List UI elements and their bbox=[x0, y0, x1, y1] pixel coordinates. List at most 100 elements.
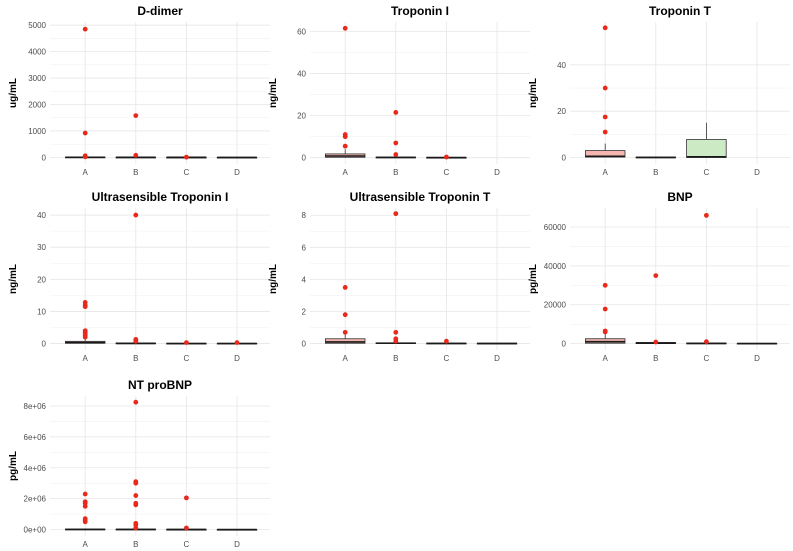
y-tick-label: 30 bbox=[37, 243, 46, 252]
outlier-point bbox=[133, 493, 139, 498]
x-tick-label: C bbox=[184, 354, 190, 363]
panel: 0e+00 2e+06 4e+06 6e+06 8e+06 A B C D NT proBNP pg… bbox=[8, 378, 270, 549]
y-tick-label: 4000 bbox=[28, 48, 46, 57]
panel: 0 2 4 6 8 A B C D Ultrasensible Troponin T ng/mL bbox=[268, 190, 530, 363]
outlier-point bbox=[602, 85, 608, 91]
outlier-point bbox=[133, 399, 139, 405]
outlier-point bbox=[704, 339, 709, 345]
panel-title: Troponin T bbox=[649, 4, 712, 18]
panel: 0 20 40 A B C D Troponin T ng/mL bbox=[528, 4, 790, 177]
panel: 0 1000 2000 3000 4000 5000 A B C D D-dimer ug/mL bbox=[8, 4, 270, 177]
y-tick-label: 8 bbox=[302, 211, 307, 220]
y-axis-label: pg/mL bbox=[8, 451, 19, 481]
outlier-point bbox=[82, 26, 88, 32]
outlier-point bbox=[602, 129, 608, 135]
outlier-point bbox=[133, 152, 139, 158]
y-tick-label: 1000 bbox=[28, 127, 46, 136]
x-tick-label: C bbox=[184, 540, 190, 549]
outlier-point bbox=[602, 25, 608, 31]
outlier-point bbox=[184, 525, 189, 531]
outlier-point bbox=[704, 212, 709, 218]
y-axis-label: ng/mL bbox=[8, 264, 19, 294]
y-tick-label: 40 bbox=[297, 70, 306, 79]
panel-title: NT proBNP bbox=[128, 378, 192, 392]
panel: 0 10 20 30 40 A B C D Ultrasensible Troponin I ng/… bbox=[8, 190, 270, 363]
x-tick-label: A bbox=[603, 168, 609, 177]
y-tick-label: 0 bbox=[42, 340, 47, 349]
outlier-point bbox=[602, 114, 608, 120]
outlier-point bbox=[184, 340, 189, 346]
y-tick-label: 60 bbox=[297, 27, 306, 36]
x-tick-label: C bbox=[704, 168, 710, 177]
x-tick-label: A bbox=[83, 354, 89, 363]
y-tick-label: 6 bbox=[302, 243, 307, 252]
outlier-point bbox=[653, 339, 659, 345]
y-tick-label: 5000 bbox=[28, 21, 46, 30]
y-tick-label: 6e+06 bbox=[24, 433, 47, 442]
outlier-point bbox=[602, 329, 608, 335]
panel-title: Ultrasensible Troponin T bbox=[350, 190, 491, 204]
y-tick-label: 20 bbox=[297, 112, 306, 121]
outlier-point bbox=[82, 334, 88, 340]
outlier-point bbox=[342, 134, 348, 140]
y-tick-label: 0 bbox=[42, 153, 47, 162]
panel-title: BNP bbox=[667, 190, 692, 204]
outlier-point bbox=[342, 143, 348, 149]
outlier-point bbox=[602, 306, 608, 312]
x-tick-label: B bbox=[653, 354, 658, 363]
panel-title: Troponin I bbox=[391, 4, 449, 18]
y-tick-label: 8e+06 bbox=[24, 402, 47, 411]
y-tick-label: 10 bbox=[37, 307, 46, 316]
y-axis-label: pg/mL bbox=[528, 264, 539, 294]
x-tick-label: B bbox=[133, 168, 138, 177]
outlier-point bbox=[82, 130, 88, 136]
y-tick-label: 4 bbox=[302, 275, 307, 284]
y-tick-label: 40 bbox=[37, 211, 46, 220]
x-tick-label: C bbox=[704, 354, 710, 363]
outlier-point bbox=[234, 340, 240, 346]
x-tick-label: C bbox=[444, 168, 450, 177]
y-tick-label: 60000 bbox=[544, 223, 567, 232]
x-tick-label: D bbox=[494, 168, 500, 177]
x-tick-label: C bbox=[184, 168, 190, 177]
x-tick-label: A bbox=[603, 354, 609, 363]
y-tick-label: 0e+00 bbox=[24, 526, 47, 535]
outlier-point bbox=[393, 211, 399, 217]
outlier-point bbox=[393, 329, 399, 335]
y-tick-label: 3000 bbox=[28, 74, 46, 83]
outlier-point bbox=[82, 503, 88, 509]
outlier-point bbox=[133, 338, 139, 344]
y-tick-label: 0 bbox=[562, 154, 567, 163]
x-tick-label: C bbox=[444, 354, 450, 363]
outlier-point bbox=[393, 338, 399, 344]
y-axis-label: ng/mL bbox=[268, 264, 279, 294]
x-tick-label: A bbox=[83, 540, 89, 549]
x-tick-label: B bbox=[133, 540, 138, 549]
x-tick-label: D bbox=[754, 168, 760, 177]
x-tick-label: D bbox=[754, 354, 760, 363]
y-axis-label: ng/mL bbox=[528, 78, 539, 108]
x-tick-label: D bbox=[234, 168, 240, 177]
outlier-point bbox=[184, 154, 189, 160]
panel-title: D-dimer bbox=[137, 4, 183, 18]
x-tick-label: B bbox=[393, 354, 398, 363]
outlier-point bbox=[393, 140, 399, 146]
outlier-point bbox=[82, 519, 88, 525]
outlier-point bbox=[184, 495, 189, 501]
outlier-point bbox=[133, 113, 139, 119]
y-tick-label: 0 bbox=[302, 154, 307, 163]
box-iqr bbox=[324, 338, 366, 344]
outlier-point bbox=[82, 491, 88, 497]
y-tick-label: 4e+06 bbox=[24, 464, 47, 473]
y-tick-label: 0 bbox=[562, 340, 567, 349]
y-tick-label: 2 bbox=[302, 307, 307, 316]
x-tick-label: B bbox=[653, 168, 658, 177]
y-tick-label: 20 bbox=[37, 275, 46, 284]
outlier-point bbox=[133, 502, 139, 508]
outlier-point bbox=[342, 312, 348, 318]
outlier-point bbox=[133, 480, 139, 486]
x-tick-label: B bbox=[133, 354, 138, 363]
box-iqr bbox=[686, 139, 727, 158]
outlier-point bbox=[82, 154, 88, 160]
